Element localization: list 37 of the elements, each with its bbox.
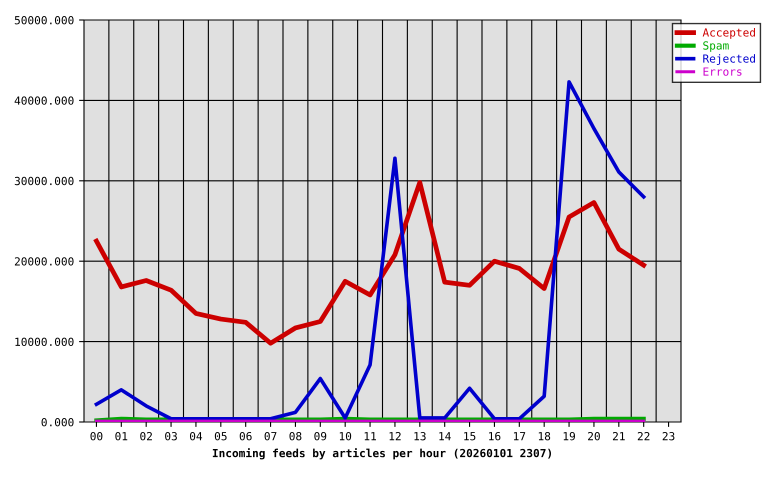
x-tick-label: 05 — [214, 432, 227, 440]
line-series — [94, 180, 646, 346]
x-tick-label: 20 — [588, 432, 600, 440]
x-tick-label: 07 — [264, 432, 276, 440]
x-tick-label: 22 — [638, 432, 650, 440]
x-tick-label: 12 — [390, 432, 401, 440]
x-tick-label: 21 — [612, 432, 625, 440]
legend-label: Accepted — [702, 28, 755, 39]
x-tick-label: 06 — [240, 432, 252, 440]
x-tick-label: 15 — [464, 432, 476, 440]
y-tick-label: 20000.000 — [14, 257, 74, 266]
x-axis-title: Incoming feeds by articles per hour (20260101 2307) — [212, 448, 552, 460]
legend-label: Spam — [703, 41, 729, 52]
legend-label: Errors — [704, 68, 742, 76]
y-tick-label: 30000.000 — [14, 176, 74, 186]
x-tick-label: 10 — [340, 432, 352, 440]
x-tick-label: 11 — [364, 432, 376, 440]
y-tick-label: 50000.000 — [14, 16, 74, 24]
x-tick-label: 08 — [289, 432, 302, 440]
x-tick-label: 14 — [439, 432, 451, 440]
x-tick-label: 18 — [538, 432, 550, 440]
y-tick-label: 0.000 — [42, 418, 74, 426]
y-tick-label: 40000.000 — [14, 96, 74, 105]
x-tick-label: 17 — [514, 432, 526, 440]
x-tick-label: 00 — [90, 432, 102, 440]
x-tick-label: 04 — [190, 432, 202, 440]
x-tick-label: 13 — [414, 432, 426, 440]
x-tick-label: 09 — [314, 432, 326, 440]
y-tick-label: 10000.000 — [15, 338, 74, 346]
x-tick-label: 03 — [165, 432, 177, 440]
x-tick-label: 16 — [489, 432, 500, 440]
x-tick-label: 02 — [140, 432, 152, 440]
x-tick-label: 19 — [564, 432, 575, 440]
line-series — [94, 80, 646, 421]
legend-label: Rejected — [703, 54, 755, 65]
x-tick-label: 23 — [662, 432, 674, 440]
x-tick-label: 01 — [115, 432, 128, 440]
